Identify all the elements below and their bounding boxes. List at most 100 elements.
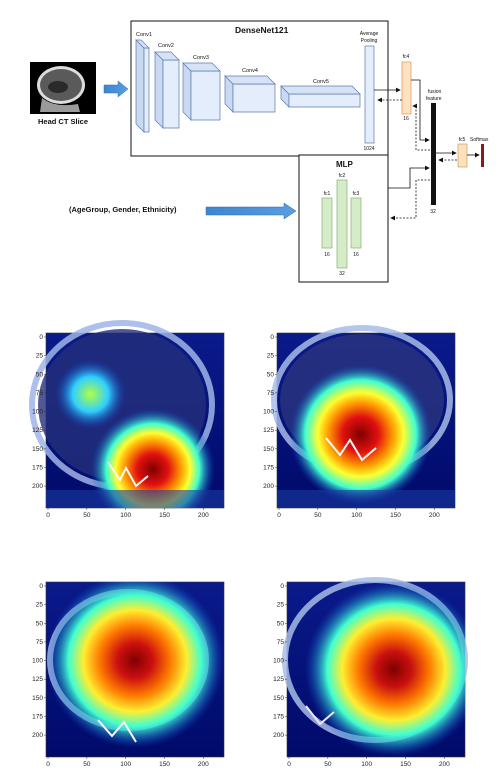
fc4-to-fusion-arrow xyxy=(411,79,430,143)
fc1-dim: 16 xyxy=(324,252,330,258)
y-tick-label-top-right: 100 xyxy=(263,409,274,416)
conv2-label: Conv2 xyxy=(158,43,174,49)
architecture-diagram: Head CT Slice DenseNet121 Conv1 Conv2 Co… xyxy=(30,20,489,283)
y-tick-label-top-left: 125 xyxy=(32,427,43,434)
fc1-label: fc1 xyxy=(324,191,331,197)
x-tick-label-top-left: 50 xyxy=(83,512,91,519)
conv1-label: Conv1 xyxy=(136,32,152,38)
y-tick-label-top-left: 100 xyxy=(32,409,43,416)
softmax-layer xyxy=(481,144,484,167)
x-tick-label-bottom-left: 0 xyxy=(46,761,50,768)
fusion-to-mlp-backprop xyxy=(390,179,430,221)
x-tick-label-top-left: 0 xyxy=(46,512,50,519)
y-tick-label-top-right: 0 xyxy=(270,334,274,341)
conv1-block xyxy=(135,39,150,133)
x-tick-label-bottom-left: 200 xyxy=(198,761,209,768)
densenet-title: DenseNet121 xyxy=(235,25,289,35)
x-tick-label-bottom-left: 150 xyxy=(159,761,170,768)
fc2-label: fc2 xyxy=(339,173,346,179)
y-tick-label-top-right: 75 xyxy=(267,390,275,397)
fc4-dim: 16 xyxy=(403,116,409,122)
conv4-block xyxy=(224,75,276,113)
fc3-label: fc3 xyxy=(353,191,360,197)
conv5-block xyxy=(280,85,361,108)
x-tick-label-top-right: 200 xyxy=(429,512,440,519)
y-tick-label-bottom-left: 125 xyxy=(32,676,43,683)
x-tick-label-top-right: 150 xyxy=(390,512,401,519)
fc2-layer xyxy=(336,179,348,269)
conv4-label: Conv4 xyxy=(242,68,258,74)
heatmap-panel-bottom-right xyxy=(282,577,468,758)
y-tick-label-bottom-right: 0 xyxy=(280,583,284,590)
y-tick-label-bottom-left: 150 xyxy=(32,695,43,702)
average-pooling-layer xyxy=(364,45,375,144)
x-tick-label-bottom-left: 100 xyxy=(120,761,131,768)
y-tick-label-top-right: 125 xyxy=(263,427,274,434)
demographics-label: (AgeGroup, Gender, Ethnicity) xyxy=(69,205,177,214)
y-tick-label-top-left: 150 xyxy=(32,446,43,453)
x-tick-label-bottom-right: 50 xyxy=(324,761,332,768)
fusion-label-1: fusion xyxy=(428,89,442,95)
mlp-title: MLP xyxy=(336,160,354,169)
fc2-dim: 32 xyxy=(339,271,345,277)
y-tick-label-bottom-left: 200 xyxy=(32,732,43,739)
y-tick-label-bottom-right: 200 xyxy=(273,732,284,739)
x-tick-label-top-right: 100 xyxy=(351,512,362,519)
y-tick-label-top-right: 175 xyxy=(263,464,274,471)
fc5-layer xyxy=(457,143,468,168)
y-tick-label-bottom-left: 0 xyxy=(39,583,43,590)
x-tick-label-top-right: 50 xyxy=(314,512,322,519)
fusion-feature-bar xyxy=(431,103,436,205)
heatmap-axis-ticks: 0 25 50 75 100 125 150 175 200 0 50 100 150 200 0 25 50 7… xyxy=(32,334,450,768)
x-tick-label-top-left: 150 xyxy=(159,512,170,519)
y-tick-label-bottom-right: 125 xyxy=(273,676,284,683)
x-tick-label-top-left: 100 xyxy=(120,512,131,519)
y-tick-label-bottom-right: 100 xyxy=(273,658,284,665)
conv2-block xyxy=(154,51,180,129)
conv3-block xyxy=(182,62,221,121)
ct-slice-thumbnail xyxy=(30,62,96,114)
y-tick-label-top-right: 25 xyxy=(267,353,275,360)
y-tick-label-bottom-left: 100 xyxy=(32,658,43,665)
fc4-layer xyxy=(401,61,412,115)
y-tick-label-bottom-right: 175 xyxy=(273,713,284,720)
average-pooling-dim: 1024 xyxy=(363,146,374,152)
fc3-layer xyxy=(350,197,362,249)
y-tick-label-top-right: 150 xyxy=(263,446,274,453)
y-tick-label-bottom-right: 25 xyxy=(277,602,285,609)
fc4-label: fc4 xyxy=(403,54,410,60)
conv5-label: Conv5 xyxy=(313,79,329,85)
heatmap-panel-top-left xyxy=(29,320,225,509)
y-tick-label-top-left: 50 xyxy=(36,371,44,378)
fc1-layer xyxy=(321,197,333,249)
average-pooling-label-2: Pooling xyxy=(361,38,378,44)
fusion-dim: 32 xyxy=(430,209,436,215)
y-tick-label-top-left: 0 xyxy=(39,334,43,341)
mlp-to-fusion-arrow xyxy=(388,165,430,189)
softmax-label: Softmax xyxy=(470,137,489,143)
fc5-label: fc5 xyxy=(459,137,466,143)
heatmap-panel-top-right xyxy=(271,325,456,509)
y-tick-label-bottom-right: 150 xyxy=(273,695,284,702)
y-tick-label-bottom-left: 175 xyxy=(32,713,43,720)
demographics-arrow xyxy=(205,202,297,220)
x-tick-label-bottom-left: 50 xyxy=(83,761,91,768)
x-tick-label-bottom-right: 0 xyxy=(287,761,291,768)
y-tick-label-bottom-left: 25 xyxy=(36,602,44,609)
conv3-label: Conv3 xyxy=(193,55,209,61)
x-tick-label-top-left: 200 xyxy=(198,512,209,519)
y-tick-label-top-left: 200 xyxy=(32,483,43,490)
heatmap-panel-bottom-left xyxy=(45,581,225,758)
input-arrow xyxy=(103,80,129,98)
x-tick-label-top-right: 0 xyxy=(277,512,281,519)
x-tick-label-bottom-right: 200 xyxy=(439,761,450,768)
x-tick-label-bottom-right: 150 xyxy=(400,761,411,768)
fusion-label-2: feature xyxy=(426,96,442,102)
ct-slice-label: Head CT Slice xyxy=(38,117,88,126)
y-tick-label-bottom-left: 75 xyxy=(36,639,44,646)
fusion-to-fc4-backprop xyxy=(412,103,430,151)
y-tick-label-top-left: 25 xyxy=(36,353,44,360)
y-tick-label-bottom-right: 75 xyxy=(277,639,285,646)
y-tick-label-top-right: 200 xyxy=(263,483,274,490)
